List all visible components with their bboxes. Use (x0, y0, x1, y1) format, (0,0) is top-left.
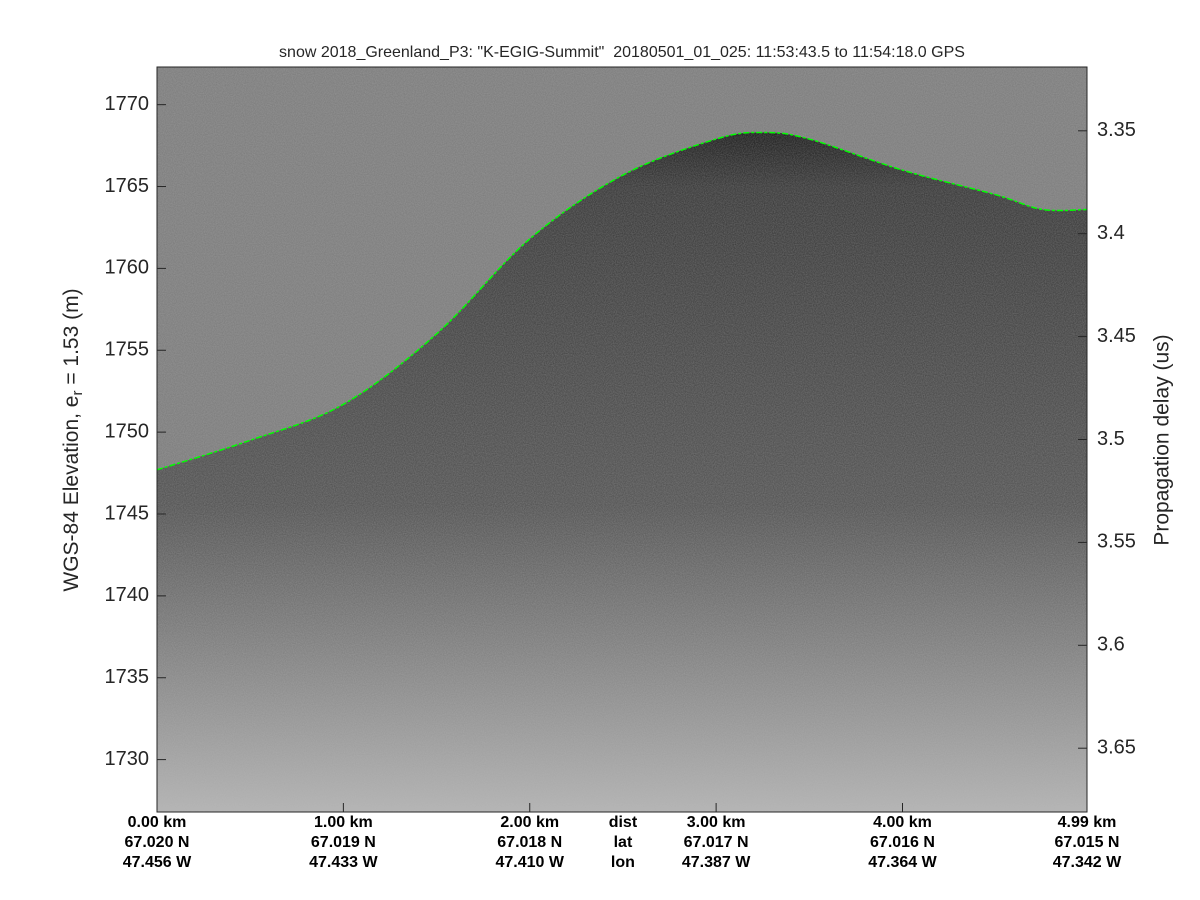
y-label-prefix: WGS-84 Elevation, e (60, 396, 83, 592)
y-tick-label: 1755 (105, 339, 150, 361)
y-tick-label: 1745 (105, 502, 150, 524)
lon-label: 47.387 W (682, 854, 751, 871)
y-tick-label: 1730 (105, 748, 150, 770)
lat-label: 67.018 N (497, 834, 562, 851)
y-tick-label: 1765 (105, 175, 150, 197)
x-tick-label: 2.00 km (500, 814, 559, 831)
y2-tick-label: 3.4 (1097, 222, 1125, 244)
lat-label: 67.019 N (311, 834, 376, 851)
lat-label: 67.015 N (1055, 834, 1120, 851)
row-label: dist (609, 814, 638, 831)
lon-label: 47.456 W (123, 854, 192, 871)
row-label: lat (614, 834, 633, 851)
x-tick-label: 3.00 km (687, 814, 746, 831)
y-tick-label: 1750 (105, 420, 150, 442)
lat-label: 67.020 N (125, 834, 190, 851)
y2-tick-label: 3.6 (1097, 634, 1125, 656)
y-tick-label: 1735 (105, 666, 150, 688)
y2-tick-label: 3.55 (1097, 531, 1136, 553)
lon-label: 47.364 W (868, 854, 937, 871)
y2-tick-label: 3.5 (1097, 428, 1125, 450)
row-label: lon (611, 854, 635, 871)
lon-label: 47.433 W (309, 854, 378, 871)
noise-texture (157, 67, 1087, 812)
x-tick-label: 4.00 km (873, 814, 932, 831)
y-axis-label: WGS-84 Elevation, er = 1.53 (m) (60, 288, 86, 591)
plot-area (157, 67, 1087, 812)
lat-label: 67.016 N (870, 834, 935, 851)
x-tick-label: 4.99 km (1058, 814, 1117, 831)
lat-label: 67.017 N (684, 834, 749, 851)
y-label-suffix: = 1.53 (m) (60, 288, 83, 390)
y2-axis-label: Propagation delay (us) (1151, 334, 1174, 545)
surface-pick-line (157, 131, 1087, 471)
y2-tick-label: 3.35 (1097, 119, 1136, 141)
lon-label: 47.410 W (496, 854, 565, 871)
lon-label: 47.342 W (1053, 854, 1122, 871)
y-label-subscript: r (69, 391, 86, 396)
x-tick-label: 1.00 km (314, 814, 373, 831)
y2-tick-label: 3.45 (1097, 325, 1136, 347)
y-tick-label: 1770 (105, 93, 150, 115)
y-tick-label: 1760 (105, 257, 150, 279)
chart-title: snow 2018_Greenland_P3: "K-EGIG-Summit" … (279, 44, 965, 61)
x-tick-label: 0.00 km (128, 814, 187, 831)
y-tick-label: 1740 (105, 584, 150, 606)
y2-tick-label: 3.65 (1097, 736, 1136, 758)
